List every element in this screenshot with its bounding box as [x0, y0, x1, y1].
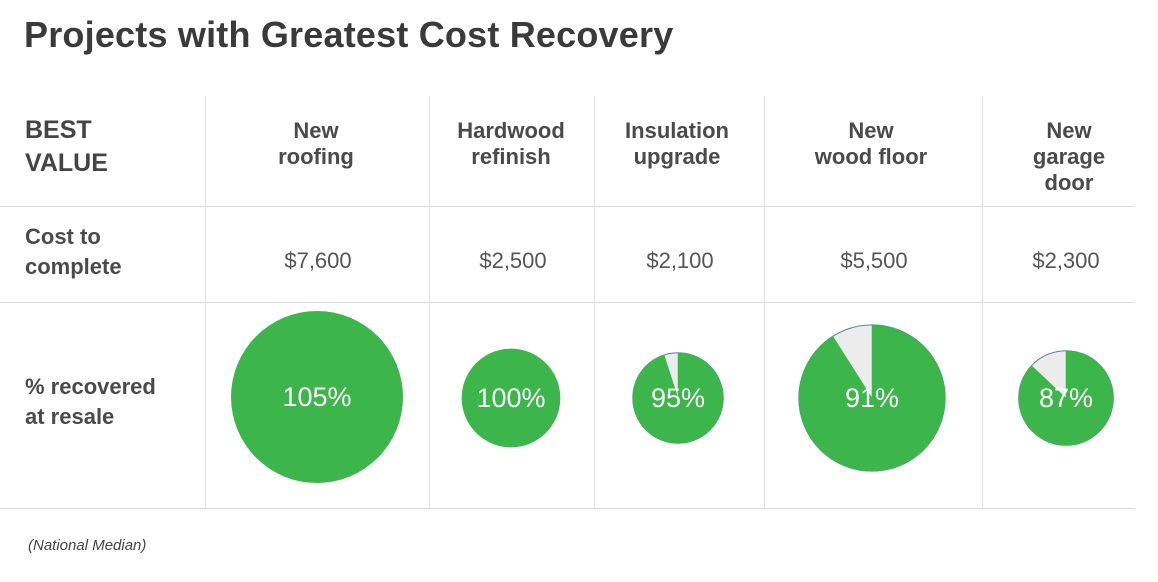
row-divider-bottom [0, 508, 1135, 509]
recovered-label-roofing: 105% [282, 382, 351, 412]
project-header-wood-floor: New wood floor [814, 118, 928, 169]
pie-insulation [632, 352, 724, 444]
project-header-hardwood: Hardwood refinish [457, 118, 565, 169]
column-divider-1 [205, 96, 206, 508]
cost-insulation: $2,100 [646, 248, 714, 273]
column-divider-4 [764, 96, 765, 508]
pie-wood-floor [798, 324, 946, 472]
chart-title: Projects with Greatest Cost Recovery [24, 14, 674, 55]
project-header-roofing: New roofing [278, 118, 354, 169]
project-header-garage-door: New garage door [1032, 118, 1106, 195]
footnote: (National Median) [28, 537, 147, 554]
cost-hardwood: $2,500 [479, 248, 547, 273]
project-header-insulation: Insulation upgrade [625, 118, 729, 169]
pie-garage-door [1018, 350, 1114, 446]
row-label-best-value: BEST VALUE [25, 116, 108, 177]
row-label-recovered: % recovered at resale [25, 374, 156, 429]
column-divider-5 [982, 96, 983, 508]
recovered-label-hardwood: 100% [476, 383, 545, 413]
row-label-cost: Cost to complete [25, 224, 122, 279]
recovered-label-insulation: 95% [651, 383, 705, 413]
recovered-label-wood-floor: 91% [845, 383, 899, 413]
cost-wood-floor: $5,500 [840, 248, 908, 273]
pie-roofing [231, 311, 403, 483]
recovered-label-garage-door: 87% [1039, 383, 1093, 413]
pie-hardwood [461, 348, 561, 448]
cost-roofing: $7,600 [284, 248, 352, 273]
row-divider-middle [0, 302, 1135, 303]
cost-garage-door: $2,300 [1032, 248, 1100, 273]
column-divider-3 [594, 96, 595, 508]
row-divider-top [0, 206, 1135, 207]
column-divider-2 [429, 96, 430, 508]
